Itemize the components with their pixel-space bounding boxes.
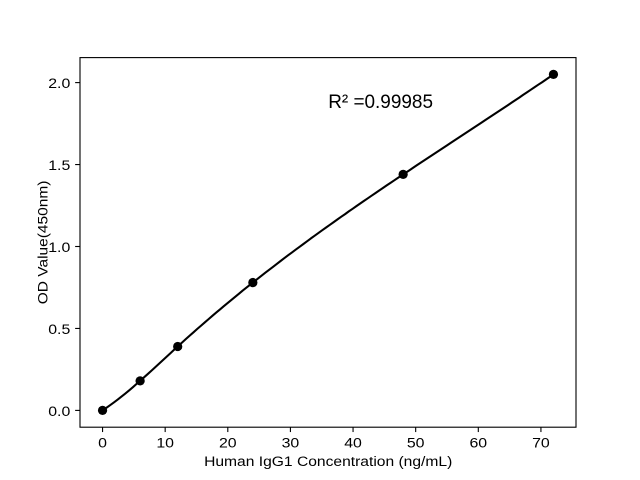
svg-text:OD Value(450nm): OD Value(450nm) — [36, 181, 52, 305]
svg-text:1.0: 1.0 — [48, 240, 70, 256]
svg-text:2.0: 2.0 — [48, 76, 70, 92]
svg-text:40: 40 — [344, 436, 362, 452]
svg-text:50: 50 — [407, 436, 425, 452]
svg-text:0.0: 0.0 — [48, 404, 70, 420]
svg-text:0: 0 — [98, 436, 107, 452]
svg-text:70: 70 — [532, 436, 550, 452]
svg-text:30: 30 — [282, 436, 300, 452]
svg-text:Human IgG1 Concentration (ng/m: Human IgG1 Concentration (ng/mL) — [204, 454, 452, 470]
svg-text:R² =0.99985: R² =0.99985 — [328, 92, 433, 113]
svg-text:20: 20 — [219, 436, 237, 452]
svg-text:60: 60 — [469, 436, 487, 452]
svg-text:10: 10 — [156, 436, 174, 452]
svg-text:1.5: 1.5 — [48, 158, 70, 174]
svg-text:0.5: 0.5 — [48, 322, 70, 338]
